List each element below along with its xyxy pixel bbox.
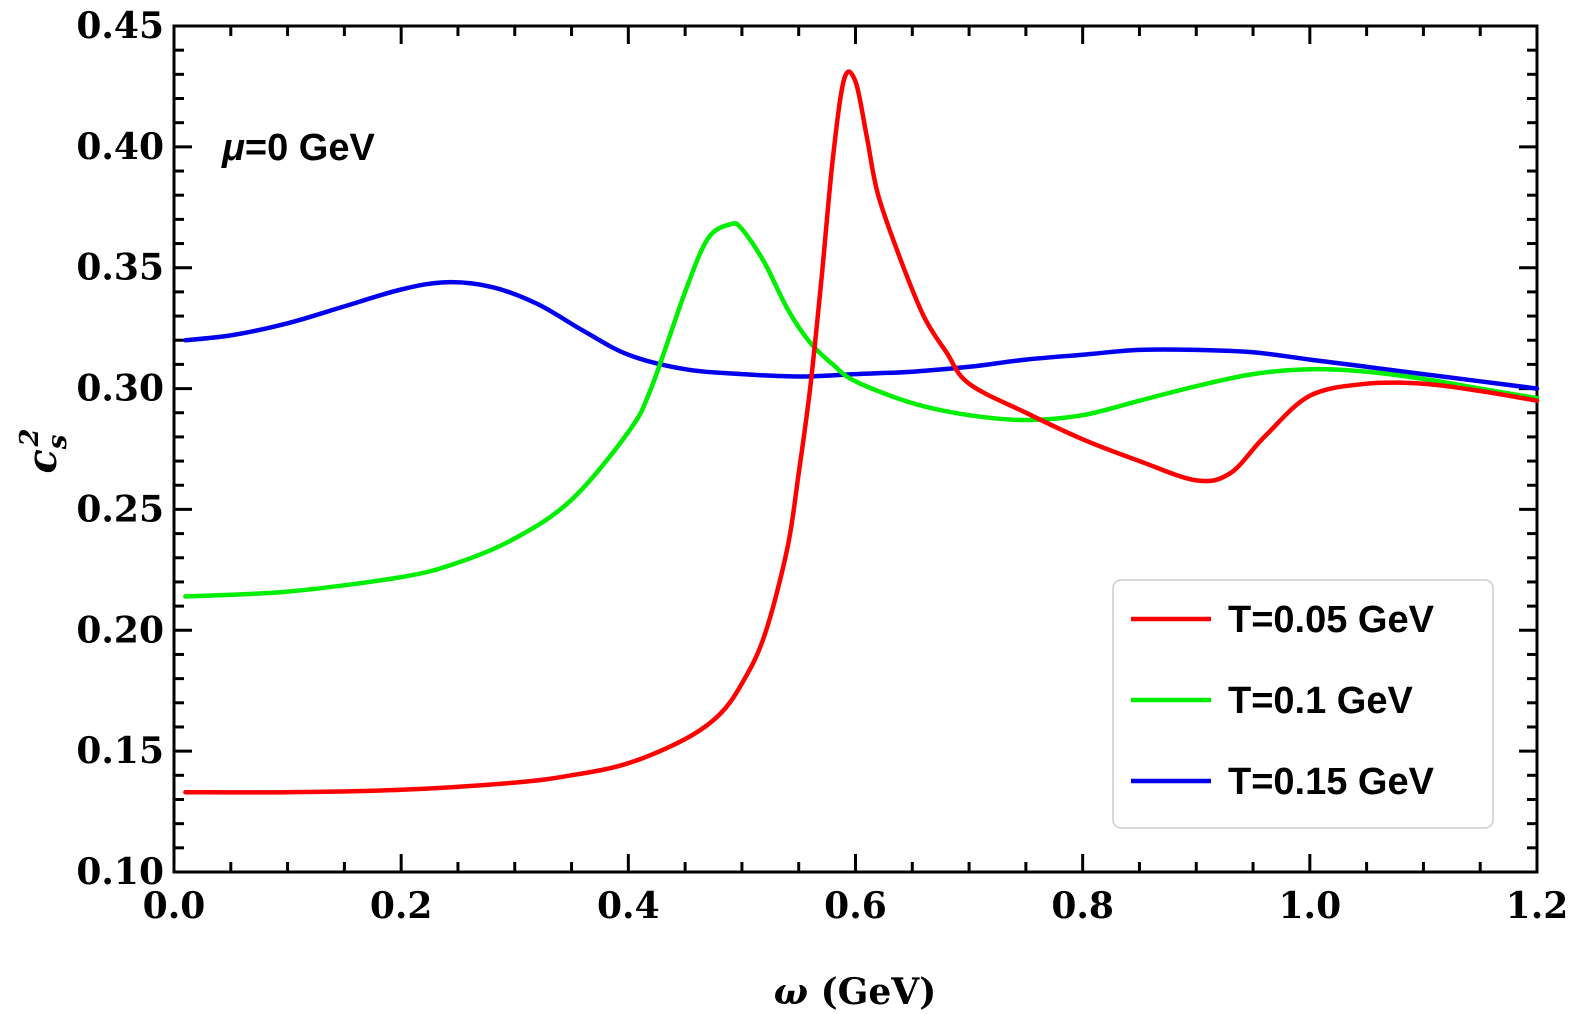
y-axis-sup: 2 (15, 428, 45, 447)
y-axis-base: c (19, 449, 66, 473)
y-axis-sub: s (43, 434, 73, 450)
x-tick-label: 1.2 (1506, 885, 1569, 927)
ticks-layer (172, 24, 1539, 874)
y-tick-label: 0.45 (76, 5, 164, 47)
x-tick-label: 0.6 (824, 885, 887, 927)
y-tick-label: 0.25 (76, 488, 164, 530)
annotation-symbol: μ (221, 127, 245, 169)
x-tick-label: 0.8 (1051, 885, 1114, 927)
series-layer (183, 69, 1540, 795)
annotation-rest: =0 GeV (245, 127, 376, 169)
y-tick-label: 0.20 (76, 609, 164, 651)
legend-label-3: T=0.15 GeV (1228, 761, 1435, 803)
legend-box (1112, 579, 1494, 829)
x-tick-label: 0.2 (370, 885, 433, 927)
x-axis-unit: (GeV) (808, 971, 936, 1013)
series-line-1 (183, 69, 1540, 795)
legend-label-2: T=0.1 GeV (1228, 680, 1413, 722)
y-tick-label: 0.10 (76, 851, 164, 893)
x-axis-title: ω (GeV) (774, 971, 936, 1013)
x-tick-label: 0.4 (597, 885, 660, 927)
x-tick-label: 0.0 (143, 885, 206, 927)
y-tick-label: 0.15 (76, 730, 164, 772)
mu-annotation: μ=0 GeV (221, 127, 375, 169)
x-tick-label: 1.0 (1279, 885, 1342, 927)
legend-label-1: T=0.05 GeV (1228, 599, 1435, 641)
y-tick-label: 0.30 (76, 368, 164, 410)
x-axis-symbol: ω (774, 971, 808, 1013)
legend: T=0.05 GeV T=0.1 GeV T=0.15 GeV (1112, 579, 1494, 829)
y-tick-label: 0.35 (76, 247, 164, 289)
y-tick-label: 0.40 (76, 126, 164, 168)
tick-labels-layer: 0.0 0.2 0.4 0.6 0.8 1.0 1.2 0.10 0.15 0.20 0.25 0.3… (76, 5, 1568, 927)
y-axis-title: cs2 (15, 428, 73, 473)
svg-text:cs2: cs2 (15, 428, 73, 473)
series-line-3 (183, 279, 1540, 391)
series-line-2 (183, 221, 1540, 599)
